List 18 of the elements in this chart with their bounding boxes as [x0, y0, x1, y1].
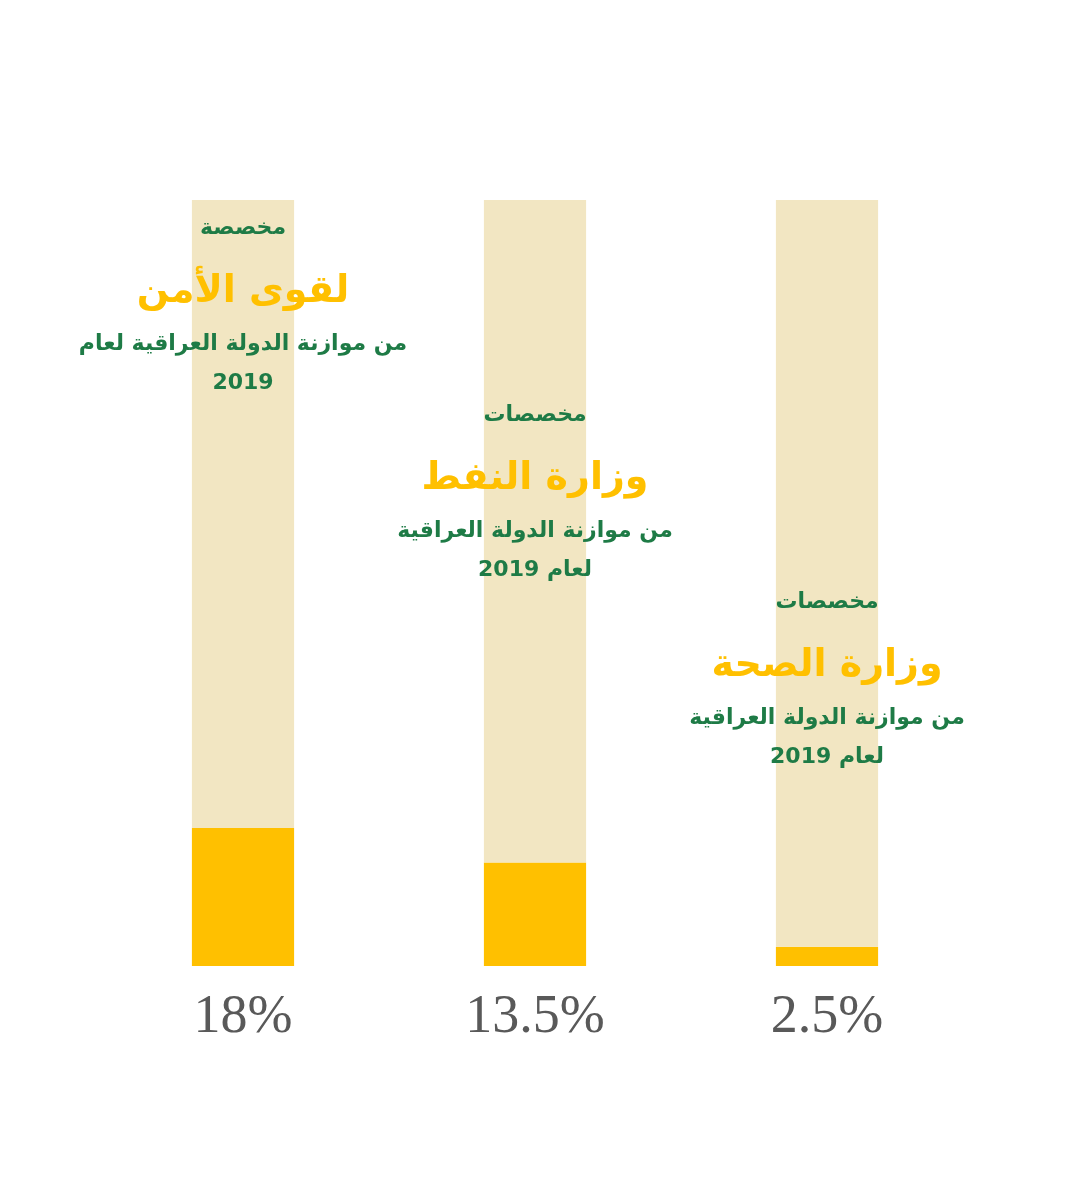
x-tick-label: لقوى الأمن [136, 265, 350, 311]
x-tick-label: وزارة النفط [421, 454, 649, 499]
bar [191, 828, 295, 966]
annotation: لعام 2019 [770, 743, 884, 768]
data-label: 13.5% [465, 984, 605, 1044]
bar [775, 946, 879, 966]
x-tick-label: وزارة الصحة [711, 641, 943, 686]
data-label: 18% [193, 984, 293, 1044]
bar [483, 862, 587, 966]
annotation: 2019 [212, 369, 274, 394]
annotation: مخصصة [199, 214, 287, 239]
data-label: 2.5% [770, 984, 884, 1044]
annotation: مخصصات [483, 401, 587, 426]
annotation: لعام 2019 [478, 556, 592, 581]
annotation: من موازنة الدولة العراقية [689, 704, 965, 730]
annotation: مخصصات [775, 588, 879, 613]
annotation: من موازنة الدولة العراقية لعام [78, 330, 408, 356]
annotation: من موازنة الدولة العراقية [397, 517, 673, 543]
